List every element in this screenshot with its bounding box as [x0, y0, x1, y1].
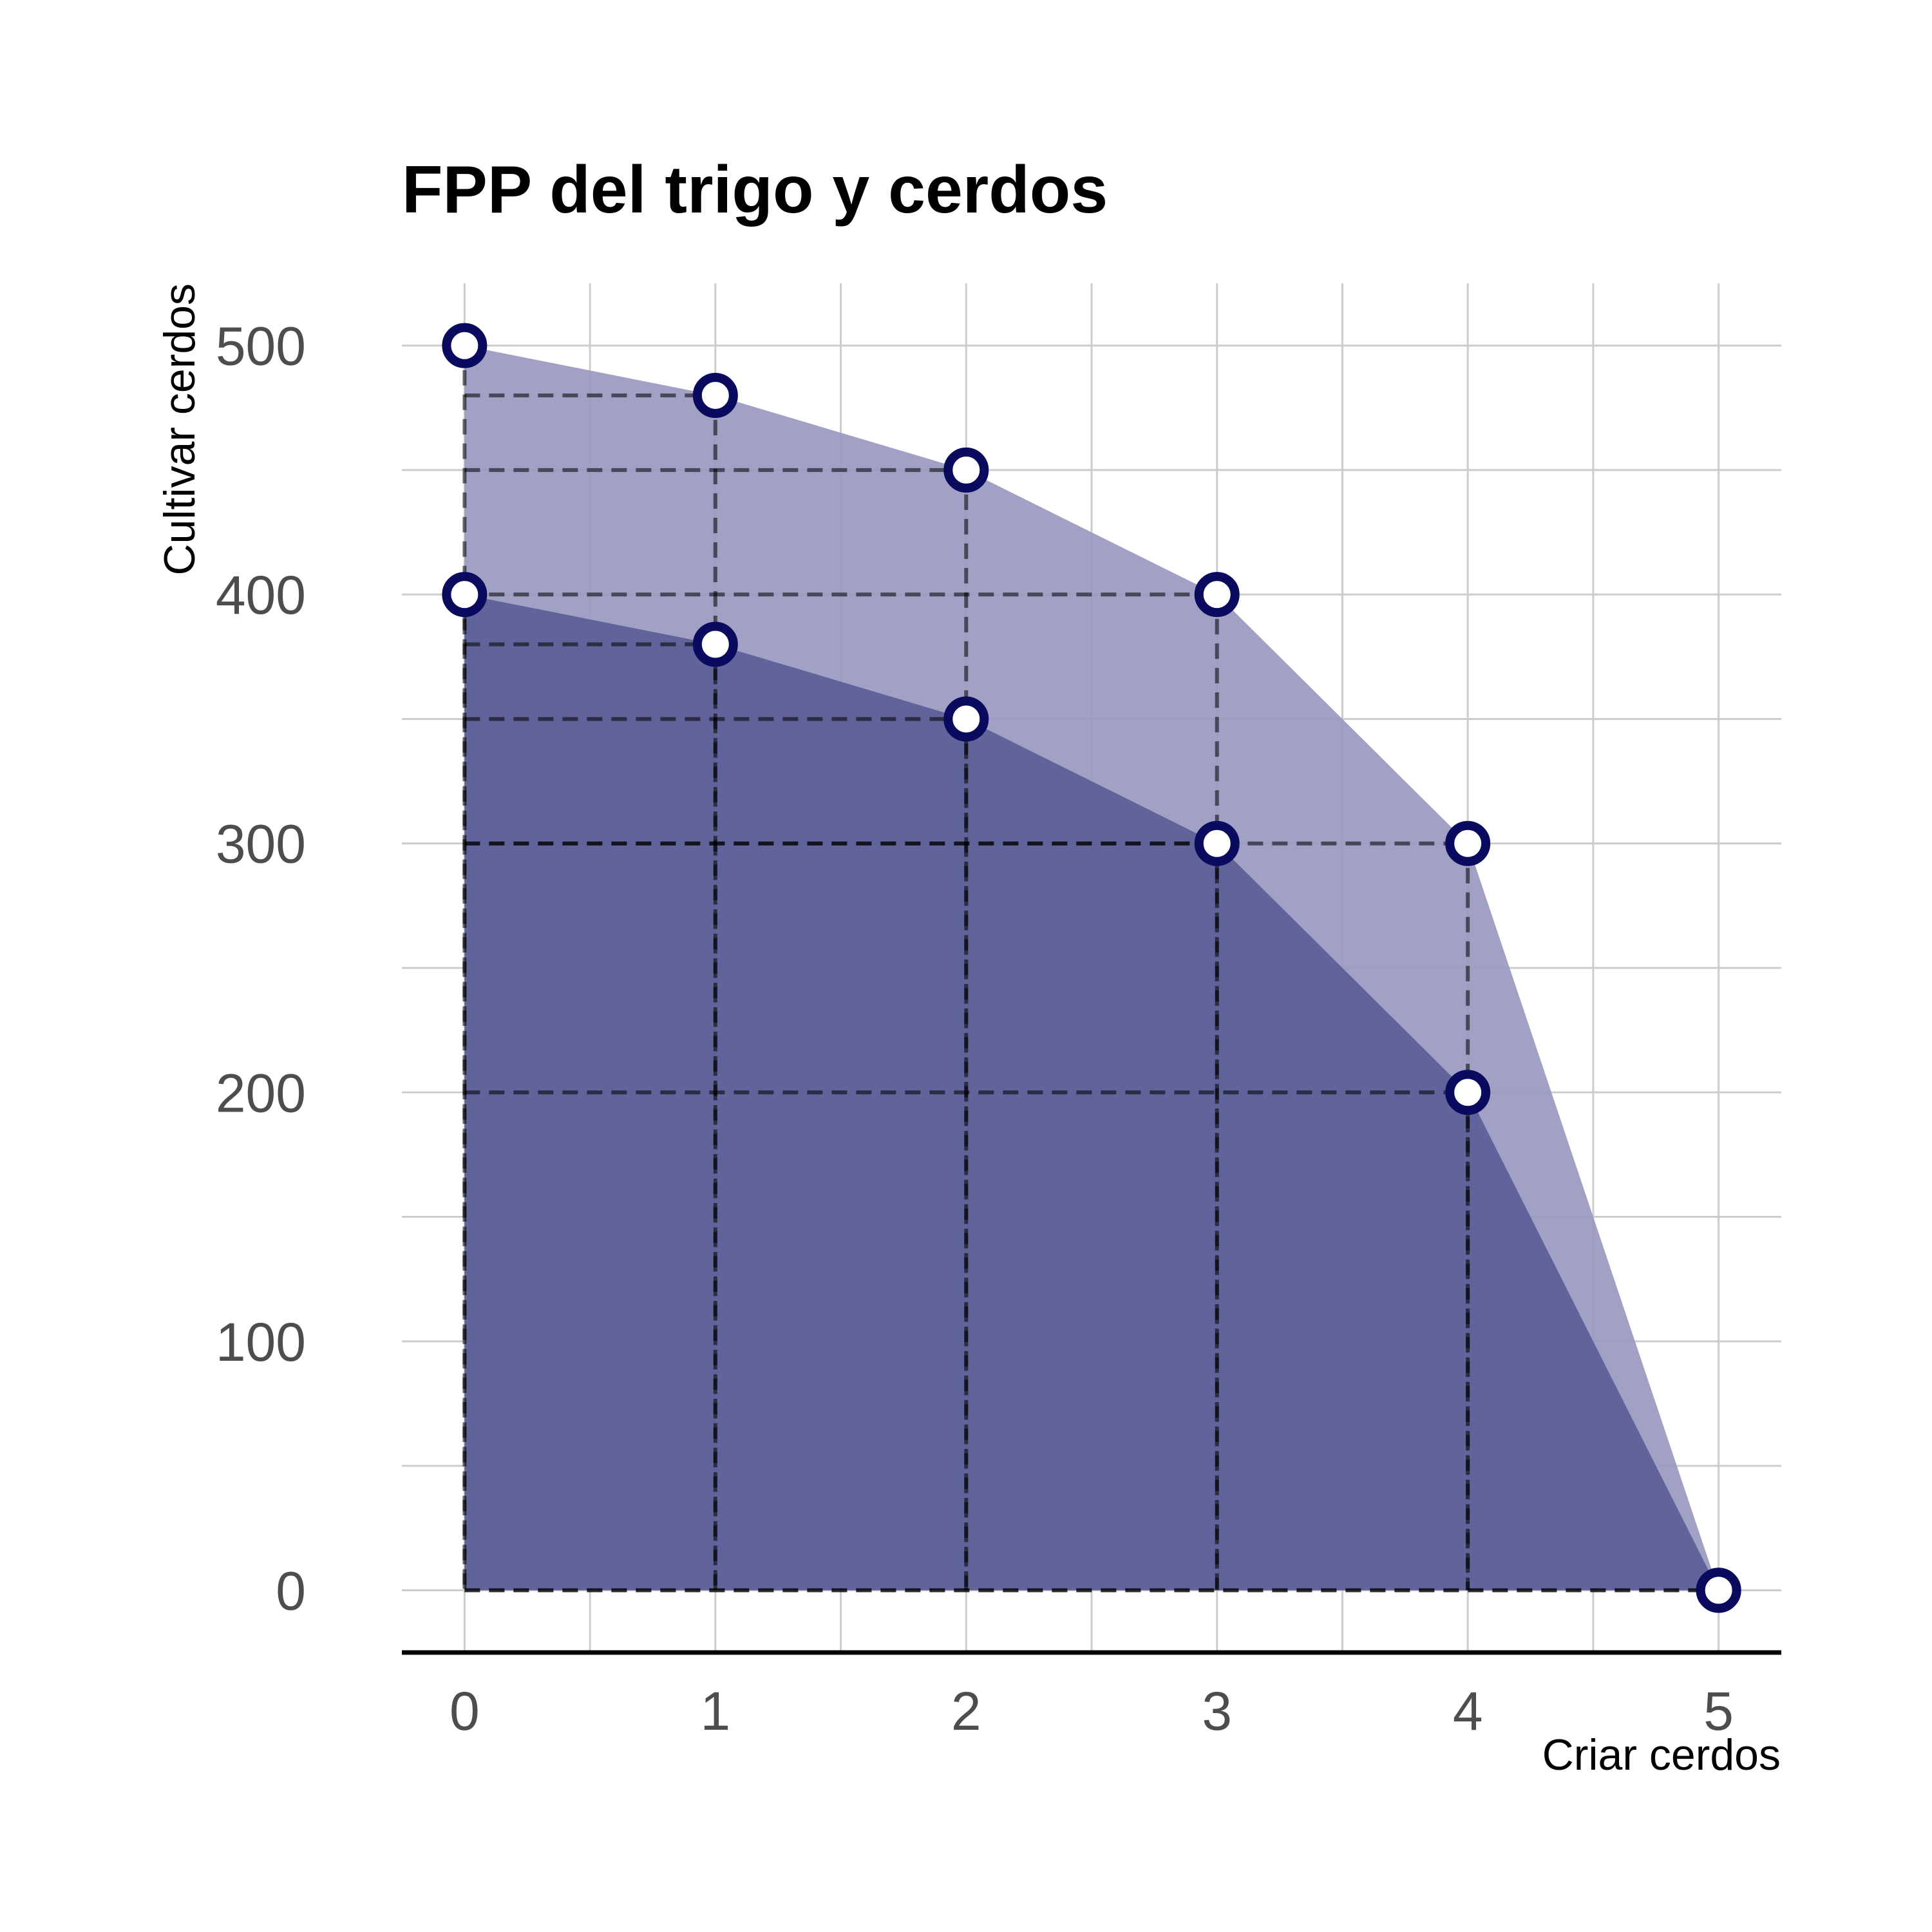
x-tick-labels: 0 1 2 3 4 5 [450, 1681, 1734, 1741]
x-tick-label: 2 [951, 1681, 981, 1741]
points [442, 323, 1741, 1613]
data-point [1445, 1070, 1491, 1115]
x-tick-label: 1 [700, 1681, 730, 1741]
data-point [692, 621, 738, 667]
y-tick-label: 100 [216, 1312, 306, 1372]
y-tick-labels: 0 100 200 300 400 500 [216, 316, 306, 1622]
y-tick-label: 300 [216, 814, 306, 875]
data-point [692, 372, 738, 418]
y-tick-label: 200 [216, 1063, 306, 1123]
data-point [1445, 820, 1491, 866]
x-tick-label: 4 [1453, 1681, 1483, 1741]
x-tick-label: 0 [450, 1681, 480, 1741]
data-point [1194, 572, 1240, 618]
x-tick-label: 5 [1703, 1681, 1734, 1741]
data-point [943, 696, 989, 742]
data-point [943, 447, 989, 493]
y-tick-label: 400 [216, 565, 306, 625]
x-axis-label: Criar cerdos [1542, 1730, 1781, 1779]
y-tick-label: 500 [216, 316, 306, 377]
data-point [442, 323, 488, 368]
x-tick-label: 3 [1202, 1681, 1232, 1741]
y-axis-label: Cultivar cerdos [155, 283, 204, 576]
chart-title: FPP del trigo y cerdos [402, 153, 1108, 227]
data-point [1696, 1567, 1741, 1613]
data-point [442, 572, 488, 618]
data-point [1194, 820, 1240, 866]
guide-lines [462, 345, 1719, 1593]
y-tick-label: 0 [276, 1560, 306, 1621]
